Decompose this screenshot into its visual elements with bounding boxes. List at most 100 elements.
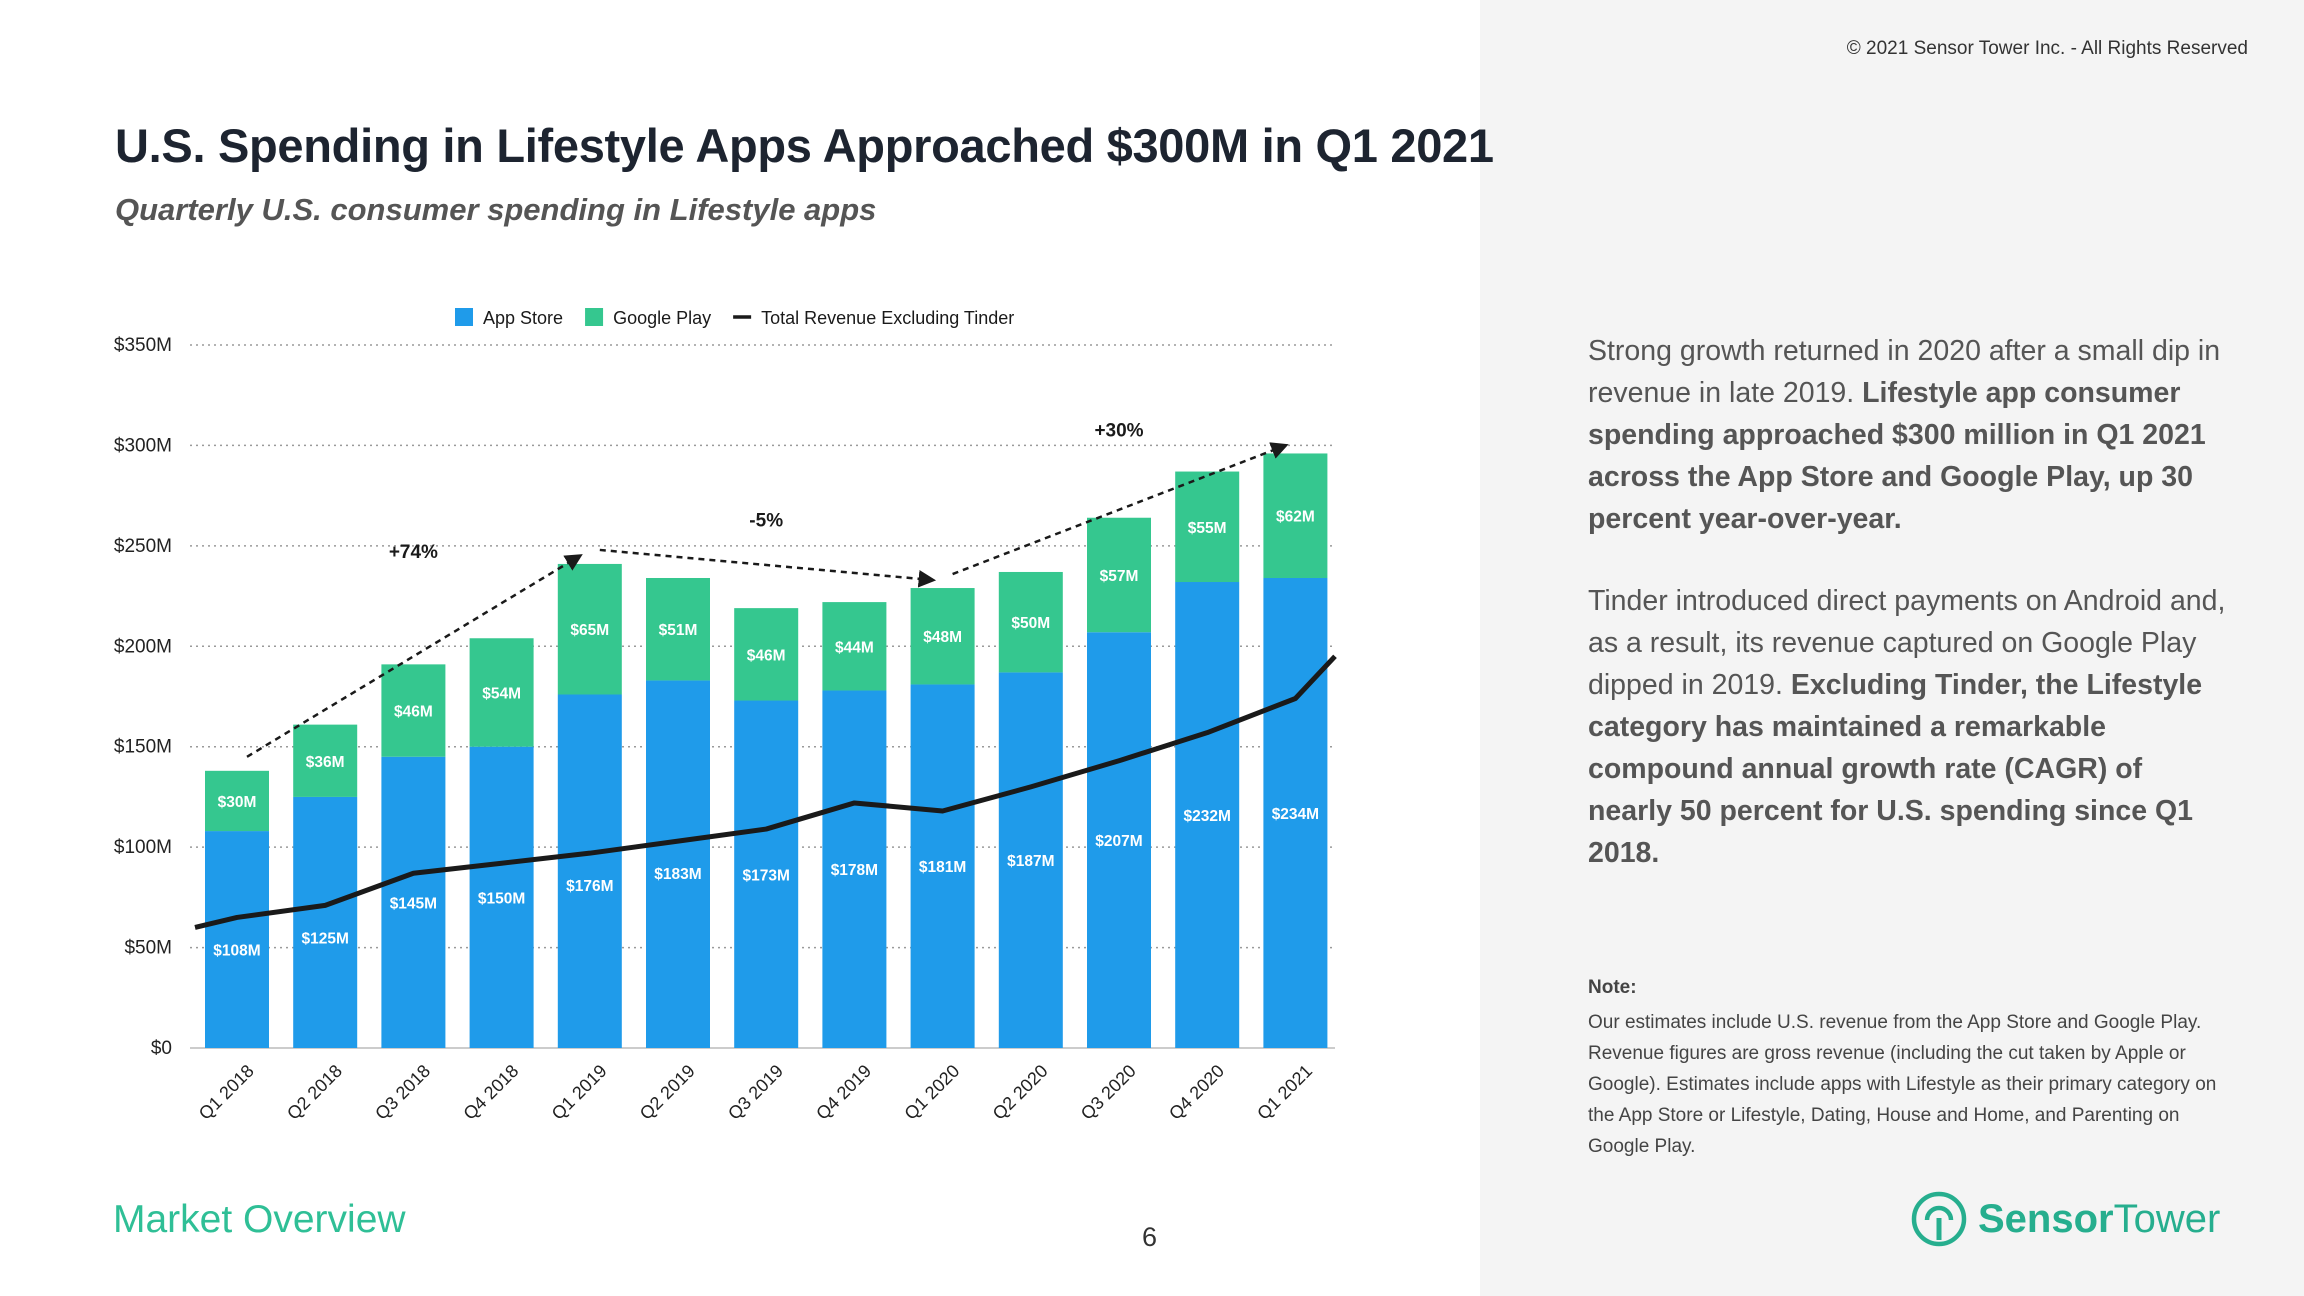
note: Note: Our estimates include U.S. revenue… bbox=[1588, 972, 2218, 1162]
bar-app-store bbox=[734, 700, 799, 1048]
copyright: © 2021 Sensor Tower Inc. - All Rights Re… bbox=[1846, 38, 2248, 59]
bar-app-store bbox=[1175, 582, 1240, 1048]
x-tick-label: Q3 2020 bbox=[1077, 1061, 1140, 1124]
y-tick-label: $300M bbox=[114, 435, 172, 456]
bar-label-app-store: $207M bbox=[1095, 833, 1142, 850]
y-tick-label: $250M bbox=[114, 536, 172, 557]
legend-label: Total Revenue Excluding Tinder bbox=[761, 308, 1014, 328]
legend-swatch bbox=[455, 308, 473, 326]
bar-app-store bbox=[910, 684, 975, 1048]
bar-app-store bbox=[1087, 632, 1151, 1048]
bar-label-google-play: $62M bbox=[1276, 509, 1315, 526]
bar-label-google-play: $46M bbox=[747, 647, 786, 664]
bar-google-play bbox=[910, 588, 975, 685]
bar-google-play bbox=[557, 563, 622, 695]
bar-label-app-store: $234M bbox=[1272, 806, 1319, 823]
bar-google-play bbox=[293, 724, 358, 797]
bar-label-google-play: $51M bbox=[659, 622, 698, 639]
y-tick-label: $200M bbox=[114, 636, 172, 657]
bar-label-google-play: $54M bbox=[482, 685, 521, 702]
note-label: Note: bbox=[1588, 977, 1637, 998]
description-highlight-1: Lifestyle app consumer spending approach… bbox=[1588, 377, 2206, 535]
bar-google-play bbox=[822, 602, 887, 691]
bar-app-store bbox=[822, 690, 887, 1048]
bar-app-store bbox=[381, 756, 446, 1048]
bar-google-play bbox=[469, 638, 534, 747]
bar-label-app-store: $108M bbox=[213, 942, 260, 959]
bar-app-store bbox=[1263, 577, 1328, 1048]
bar-label-app-store: $187M bbox=[1007, 853, 1054, 870]
sensor-tower-logo: SensorTower bbox=[1910, 1190, 2220, 1248]
bar-label-app-store: $145M bbox=[390, 895, 437, 912]
logo-text: SensorTower bbox=[1978, 1196, 2221, 1241]
x-tick-label: Q1 2019 bbox=[548, 1061, 611, 1124]
bar-app-store bbox=[646, 680, 710, 1048]
y-axis-ticks: $0 $50M $100M $150M $200M $250M $300M $350M bbox=[114, 335, 172, 1059]
description-paragraph-2: Tinder introduced direct payments on And… bbox=[1588, 585, 2226, 869]
bar-app-store bbox=[293, 796, 358, 1048]
legend-label: App Store bbox=[483, 308, 563, 328]
x-tick-label: Q4 2020 bbox=[1165, 1061, 1228, 1124]
bar-google-play bbox=[205, 770, 269, 832]
legend-label: Google Play bbox=[613, 308, 711, 328]
bar-label-google-play: $50M bbox=[1011, 615, 1050, 632]
bar-label-google-play: $65M bbox=[570, 622, 609, 639]
x-tick-label: Q4 2018 bbox=[459, 1061, 522, 1124]
bar-app-store bbox=[998, 672, 1063, 1048]
annotation-arrow bbox=[599, 548, 937, 588]
x-tick-label: Q2 2019 bbox=[636, 1061, 699, 1124]
x-axis-ticks: Q1 2018 Q2 2018 Q3 2018 Q4 2018 Q1 2019 Q2 20… bbox=[195, 1061, 1316, 1124]
annotation-arrow bbox=[952, 442, 1289, 576]
x-tick-label: Q1 2018 bbox=[195, 1061, 258, 1124]
stacked-bar-chart: $0 $50M $100M $150M $200M $250M $300M $350M $10… bbox=[114, 308, 1337, 1124]
bar-label-google-play: $48M bbox=[923, 629, 962, 646]
page-number: 6 bbox=[1142, 1222, 1158, 1252]
bar-label-google-play: $30M bbox=[218, 794, 257, 811]
legend-swatch bbox=[585, 308, 604, 326]
y-tick-label: $100M bbox=[114, 837, 172, 858]
x-tick-label: Q1 2021 bbox=[1253, 1061, 1316, 1124]
bar-google-play bbox=[1263, 453, 1328, 578]
x-tick-label: Q2 2018 bbox=[283, 1061, 346, 1124]
bar-label-app-store: $125M bbox=[301, 930, 348, 947]
bar-app-store bbox=[469, 746, 534, 1048]
bar-google-play bbox=[1175, 471, 1240, 583]
x-tick-label: Q3 2018 bbox=[371, 1061, 434, 1124]
bar-google-play bbox=[646, 577, 710, 681]
bar-google-play bbox=[381, 664, 446, 757]
chart-bars: $108M $30M $125M $36M $145M $46M $150M $54M $176… bbox=[205, 453, 1328, 1048]
bar-label-google-play: $46M bbox=[394, 704, 433, 721]
chart-line bbox=[194, 654, 1337, 930]
page-subtitle: Quarterly U.S. consumer spending in Life… bbox=[115, 192, 877, 227]
bar-label-google-play: $36M bbox=[306, 754, 345, 771]
bar-google-play bbox=[998, 571, 1063, 673]
right-panel bbox=[1480, 0, 2304, 1296]
bar-app-store bbox=[557, 694, 622, 1048]
note-text: Our estimates include U.S. revenue from … bbox=[1588, 1012, 2217, 1157]
y-tick-label: $350M bbox=[114, 335, 172, 356]
annotation-arrow bbox=[246, 554, 583, 758]
annotation-label: +30% bbox=[1094, 421, 1143, 442]
description-paragraph-1: Strong growth returned in 2020 after a s… bbox=[1588, 335, 2221, 535]
chart-annotations: +74% -5% +30% bbox=[246, 421, 1289, 758]
y-tick-label: $0 bbox=[151, 1038, 172, 1059]
bar-label-google-play: $55M bbox=[1188, 520, 1227, 537]
description-highlight-2: Excluding Tinder, the Lifestyle category… bbox=[1588, 669, 2203, 869]
y-tick-label: $150M bbox=[114, 737, 172, 758]
bar-google-play bbox=[734, 608, 799, 701]
bar-app-store bbox=[205, 831, 269, 1048]
x-tick-label: Q3 2019 bbox=[724, 1061, 787, 1124]
bar-label-google-play: $44M bbox=[835, 639, 874, 656]
bar-label-app-store: $232M bbox=[1183, 808, 1230, 825]
annotation-label: -5% bbox=[749, 510, 783, 531]
chart-legend: App Store Google Play Total Revenue Exclud… bbox=[455, 308, 1014, 328]
bar-google-play bbox=[1087, 517, 1151, 633]
x-tick-label: Q2 2020 bbox=[989, 1061, 1052, 1124]
bar-label-google-play: $57M bbox=[1100, 568, 1139, 585]
sensor-tower-logo-icon bbox=[1911, 1191, 1967, 1247]
section-footer: Market Overview bbox=[113, 1198, 406, 1241]
x-tick-label: Q1 2020 bbox=[900, 1061, 963, 1124]
total-revenue-line bbox=[194, 654, 1337, 930]
bar-label-app-store: $173M bbox=[742, 867, 789, 884]
page-title: U.S. Spending in Lifestyle Apps Approach… bbox=[115, 119, 1494, 172]
